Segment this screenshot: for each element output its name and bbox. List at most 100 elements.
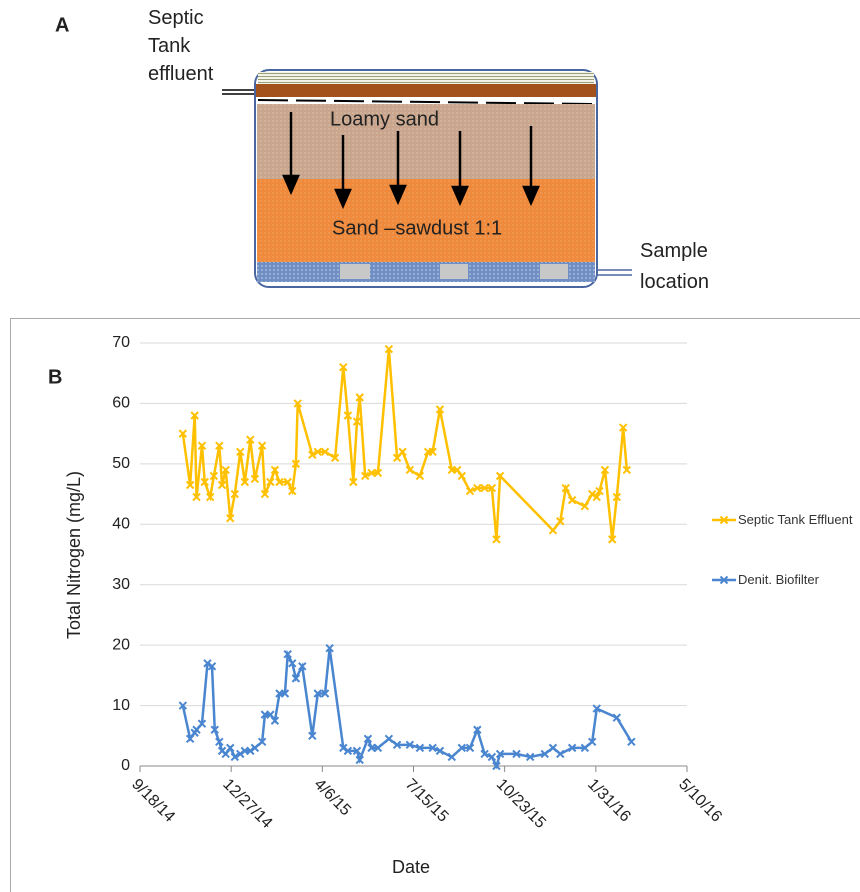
data-point — [405, 465, 415, 475]
data-point — [618, 423, 628, 432]
data-point — [270, 716, 280, 725]
data-point — [226, 743, 235, 753]
data-point — [197, 441, 207, 450]
layer-label: Loamy sand — [330, 108, 439, 130]
data-point — [548, 526, 558, 535]
data-point — [215, 737, 224, 747]
legend-marker — [719, 515, 729, 525]
data-point — [457, 743, 467, 753]
data-point — [373, 743, 383, 753]
data-point — [612, 492, 622, 502]
y-tick-label: 60 — [112, 395, 130, 412]
data-point — [197, 719, 207, 728]
data-point — [367, 743, 376, 753]
data-point — [428, 447, 437, 456]
data-point — [540, 749, 549, 759]
data-point — [185, 480, 195, 490]
data-point — [330, 453, 340, 463]
data-point — [288, 659, 297, 668]
data-point — [226, 514, 235, 523]
data-point — [343, 411, 353, 420]
data-point — [230, 752, 240, 762]
data-point — [260, 489, 270, 499]
layer-label: Sand –sawdust 1:1 — [332, 217, 502, 239]
y-tick-label: 70 — [112, 334, 130, 351]
data-point — [205, 492, 215, 502]
data-point — [339, 362, 348, 372]
data-point — [298, 662, 307, 671]
x-axis-title: Date — [392, 857, 430, 877]
y-tick-label: 0 — [121, 757, 130, 774]
gravel-patch — [340, 264, 370, 279]
data-point — [480, 483, 489, 493]
data-point — [352, 746, 362, 756]
data-point — [349, 477, 358, 487]
cover-layer — [258, 72, 594, 84]
data-point — [600, 465, 610, 475]
data-point — [465, 743, 475, 753]
data-point — [178, 429, 188, 438]
data-point — [270, 465, 280, 475]
data-point — [291, 459, 301, 469]
data-point — [190, 411, 199, 420]
data-point — [257, 737, 267, 747]
data-point — [221, 465, 230, 475]
data-point — [435, 746, 445, 756]
data-point — [320, 689, 330, 698]
distribution-pipe — [257, 99, 595, 105]
data-point — [360, 471, 370, 481]
data-point — [405, 740, 415, 750]
data-point — [415, 743, 425, 753]
data-point — [352, 417, 362, 426]
loamy-sand-layer — [257, 104, 595, 179]
legend-marker — [719, 575, 729, 585]
data-point — [246, 746, 255, 756]
data-point — [457, 471, 467, 481]
data-point — [221, 749, 230, 759]
data-point — [492, 535, 501, 544]
data-point — [250, 474, 260, 484]
data-point — [367, 468, 376, 478]
data-point — [257, 441, 267, 450]
data-point — [283, 477, 292, 487]
legend-label: Septic Tank Effluent — [738, 512, 853, 527]
data-point — [288, 486, 297, 496]
data-point — [313, 689, 322, 698]
gravel-patch — [540, 264, 568, 279]
data-point — [495, 749, 505, 759]
data-point — [236, 749, 245, 759]
data-point — [230, 489, 240, 499]
data-point — [587, 737, 597, 747]
y-tick-label: 10 — [112, 697, 130, 714]
data-point — [280, 689, 290, 698]
data-point — [291, 674, 301, 683]
data-point — [473, 725, 482, 734]
data-point — [492, 761, 501, 771]
data-point — [548, 743, 558, 753]
data-point — [587, 489, 597, 499]
y-tick-label: 40 — [112, 516, 130, 533]
data-point — [266, 710, 275, 719]
data-point — [246, 435, 255, 444]
data-point — [556, 517, 565, 526]
data-point — [192, 492, 201, 502]
data-point — [283, 649, 292, 659]
data-point — [178, 701, 188, 710]
data-point — [415, 471, 425, 481]
data-point — [325, 643, 334, 653]
data-point — [266, 477, 275, 487]
data-point — [567, 743, 577, 753]
data-point — [473, 483, 482, 493]
gravel-patch — [440, 264, 468, 279]
data-point — [215, 441, 224, 450]
data-point — [217, 480, 227, 490]
data-point — [185, 734, 195, 744]
data-point — [313, 447, 322, 456]
data-point — [556, 749, 565, 759]
data-point — [480, 749, 489, 759]
y-tick-label: 50 — [112, 455, 130, 472]
outlet-label: Sample location — [640, 240, 709, 293]
data-point — [580, 743, 590, 753]
